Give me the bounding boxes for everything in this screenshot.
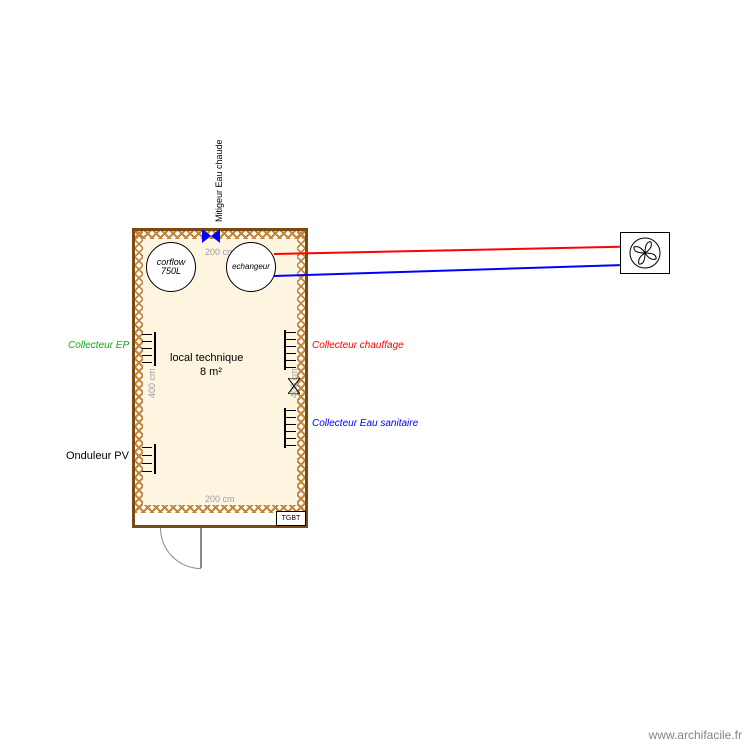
- onduleur-pv-label: Onduleur PV: [66, 450, 129, 462]
- corflow-tank: corflow 750L: [146, 242, 196, 292]
- tgbt-box: TGBT: [276, 511, 306, 526]
- dim-bottom: 200 cm: [205, 494, 235, 504]
- collecteur-chauffage: [284, 330, 296, 370]
- onduleur-pv: [144, 444, 156, 474]
- outdoor-unit: [620, 232, 670, 274]
- collecteur-ep-label: Collecteur EP: [68, 340, 129, 351]
- wall-hatch-top: [135, 231, 305, 239]
- dim-left: 400 cm: [147, 368, 157, 398]
- tgbt-label: TGBT: [282, 515, 301, 522]
- mitigeur-label: Mitigeur Eau chaude: [214, 139, 224, 222]
- floorplan-stage: { "canvas":{"w":750,"h":750,"bg":"#fffff…: [0, 0, 750, 750]
- collecteur-eau-sanitaire: [284, 408, 296, 448]
- room-title: local technique: [170, 352, 243, 364]
- valve-icon: [288, 378, 300, 399]
- pipe-cold: [274, 264, 620, 277]
- echangeur-label: echangeur: [232, 263, 270, 271]
- watermark: www.archifacile.fr: [649, 728, 742, 742]
- collecteur-chauffage-label: Collecteur chauffage: [312, 340, 404, 351]
- collecteur-eau-sanitaire-label: Collecteur Eau sanitaire: [312, 418, 418, 429]
- door-arc: [160, 528, 201, 569]
- pipe-hot: [274, 246, 620, 255]
- mitigeur-icon: [202, 229, 218, 241]
- room-area: 8 m²: [200, 366, 222, 378]
- collecteur-ep: [144, 332, 156, 366]
- fan-icon: [628, 236, 662, 270]
- corflow-label: corflow 750L: [157, 258, 186, 277]
- echangeur: echangeur: [226, 242, 276, 292]
